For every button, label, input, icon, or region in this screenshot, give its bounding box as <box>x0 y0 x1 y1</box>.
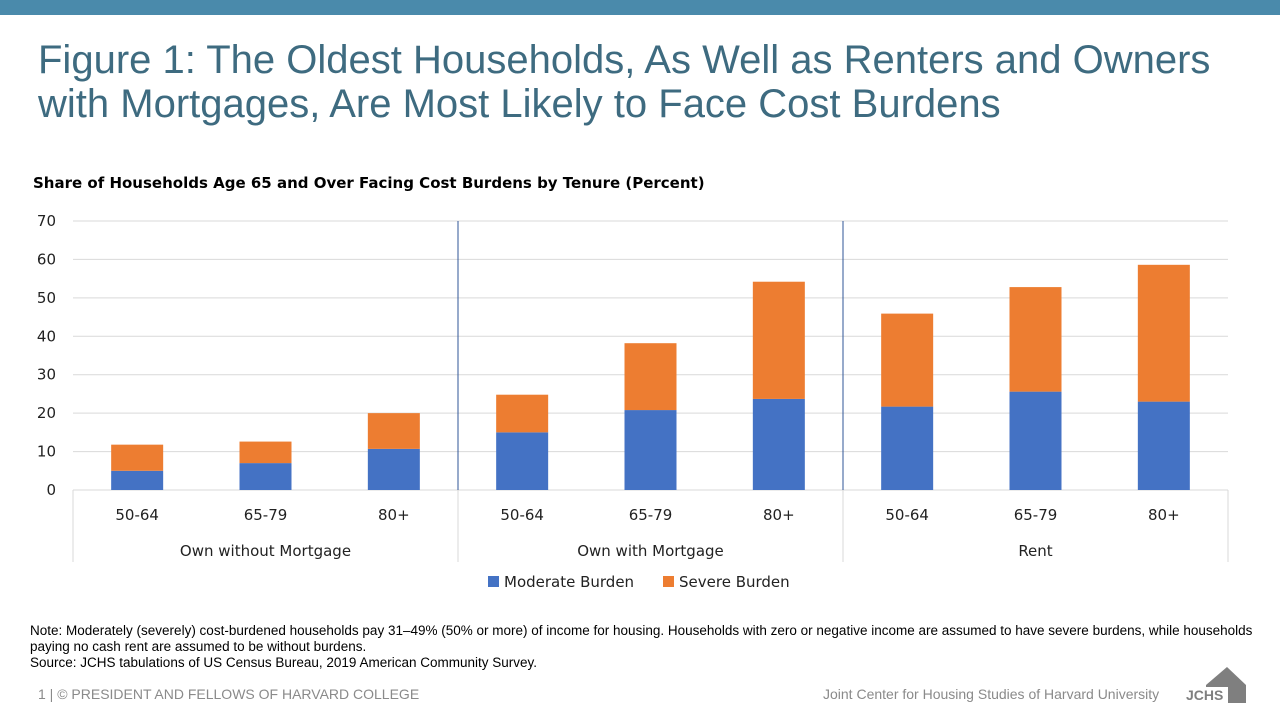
severe-burden-bar <box>752 281 805 399</box>
severe-burden-bar <box>881 313 934 407</box>
x-category-label: 80+ <box>1148 506 1180 524</box>
severe-burden-bar <box>624 343 677 411</box>
y-tick-label: 0 <box>46 481 56 499</box>
moderate-burden-bar <box>881 406 934 490</box>
y-tick-label: 10 <box>37 443 56 461</box>
legend-swatch <box>663 576 674 587</box>
stacked-bar-chart: 0 10 20 30 40 50 60 70 Own without Mortgage Own w… <box>37 212 1229 591</box>
x-category-label: 65-79 <box>629 506 673 524</box>
moderate-burden-bar <box>496 432 549 490</box>
slide-title: Figure 1: The Oldest Households, As Well… <box>38 38 1211 126</box>
moderate-burden-bar <box>1137 401 1190 490</box>
moderate-burden-bar <box>752 398 805 490</box>
x-category-label: 50-64 <box>500 506 544 524</box>
moderate-burden-bar <box>367 448 420 490</box>
group-label: Rent <box>1018 542 1052 560</box>
severe-burden-bar <box>367 413 420 449</box>
moderate-burden-bar <box>624 410 677 490</box>
x-category-label: 50-64 <box>885 506 929 524</box>
y-tick-label: 40 <box>37 327 56 345</box>
moderate-burden-bar <box>239 463 292 490</box>
x-category-label: 65-79 <box>244 506 288 524</box>
severe-burden-bar <box>496 394 549 433</box>
x-category-label: 80+ <box>378 506 410 524</box>
severe-burden-bar <box>111 444 164 471</box>
footer-copyright: 1 | © PRESIDENT AND FELLOWS OF HARVARD C… <box>38 686 420 702</box>
logo-text: JCHS <box>1186 687 1223 703</box>
y-tick-label: 60 <box>37 250 56 268</box>
x-category-label: 80+ <box>763 506 795 524</box>
group-label: Own without Mortgage <box>180 542 351 560</box>
note-block: Note: Moderately (severely) cost-burdene… <box>30 623 1260 671</box>
severe-burden-bar <box>1137 264 1190 402</box>
group-label: Own with Mortgage <box>577 542 724 560</box>
severe-burden-bar <box>239 441 292 464</box>
legend-label: Severe Burden <box>679 573 790 591</box>
chart-title: Share of Households Age 65 and Over Faci… <box>33 174 705 192</box>
source-text: Source: JCHS tabulations of US Census Bu… <box>30 655 537 670</box>
logo-text-backing <box>1184 687 1228 703</box>
y-tick-label: 50 <box>37 289 56 307</box>
x-category-label: 50-64 <box>115 506 159 524</box>
footer-organization: Joint Center for Housing Studies of Harv… <box>823 686 1160 702</box>
y-tick-label: 30 <box>37 366 56 384</box>
x-category-label: 65-79 <box>1014 506 1058 524</box>
note-text: Note: Moderately (severely) cost-burdene… <box>30 623 1253 654</box>
y-tick-label: 70 <box>37 212 56 230</box>
y-tick-label: 20 <box>37 404 56 422</box>
legend-swatch <box>488 576 499 587</box>
moderate-burden-bar <box>111 470 164 490</box>
jchs-logo: JCHS <box>1184 667 1246 703</box>
legend-label: Moderate Burden <box>504 573 634 591</box>
severe-burden-bar <box>1009 287 1062 392</box>
top-band <box>0 0 1280 15</box>
moderate-burden-bar <box>1009 391 1062 490</box>
